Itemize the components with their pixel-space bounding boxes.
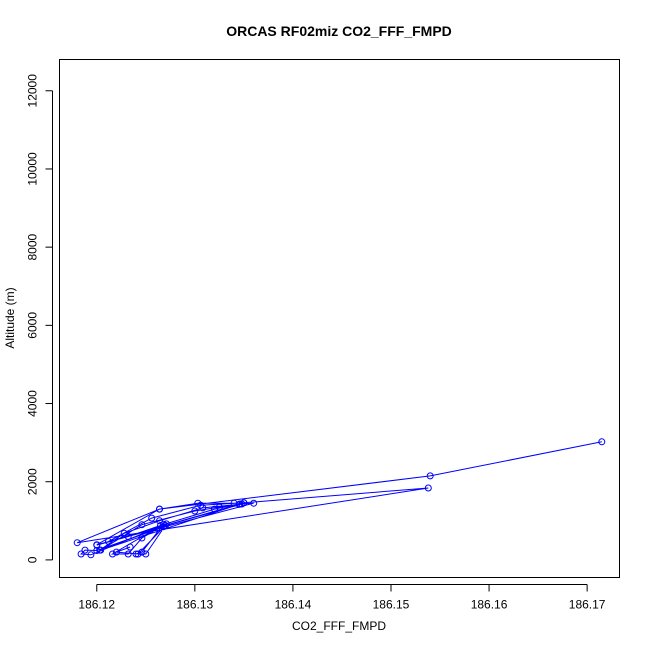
x-tick-label: 186.17 [569,598,606,612]
data-point [426,472,434,480]
y-tick-label: 8000 [26,233,40,260]
data-point [109,550,116,558]
data-point [142,550,150,558]
plot-frame [59,59,620,578]
y-axis-label: Altitude (m) [3,287,17,348]
data-point [93,547,101,554]
data-point [191,507,199,515]
y-tick-label: 6000 [26,312,40,339]
data-point [235,500,243,508]
y-tick-label: 4000 [26,390,40,417]
x-tick-label: 186.14 [275,598,312,612]
data-point [73,539,81,547]
data-point [156,505,163,513]
chart-title: ORCAS RF02miz CO2_FFF_FMPD [226,23,452,39]
data-point [81,546,89,554]
x-tick-label: 186.13 [176,598,213,612]
y-axis: 0 2000 4000 6000 8000 10000 12000 [26,74,53,563]
y-tick-label: 12000 [26,74,40,108]
data-point [134,550,142,558]
x-tick-label: 186.15 [373,598,410,612]
data-point [162,520,170,528]
data-point [112,548,120,556]
data-point [126,543,134,551]
data-point [160,520,167,528]
data-point [148,514,156,522]
data-point [138,521,146,529]
data-point [161,522,169,529]
data-point [132,550,140,558]
x-axis: 186.12 186.13 186.14 186.15 186.16 186.17 [78,584,606,612]
y-tick-label: 2000 [26,468,40,495]
data-point [598,438,606,446]
data-point [199,504,207,512]
x-tick-label: 186.16 [471,598,508,612]
data-point [238,500,246,508]
series-group [73,438,606,559]
data-point [156,517,163,525]
y-tick-label: 0 [26,556,40,563]
x-axis-label: CO2_FFF_FMPD [292,619,386,633]
data-point [96,546,104,554]
data-point [250,499,258,507]
data-point [105,538,112,545]
data-point [87,551,95,559]
y-tick-label: 10000 [26,152,40,186]
series-line [77,441,602,556]
data-point [424,484,432,492]
data-point [215,503,223,511]
data-point [93,541,101,549]
data-point [77,550,85,558]
data-point [138,534,146,542]
data-point [120,529,128,537]
data-point [124,550,132,558]
x-tick-label: 186.12 [78,598,115,612]
